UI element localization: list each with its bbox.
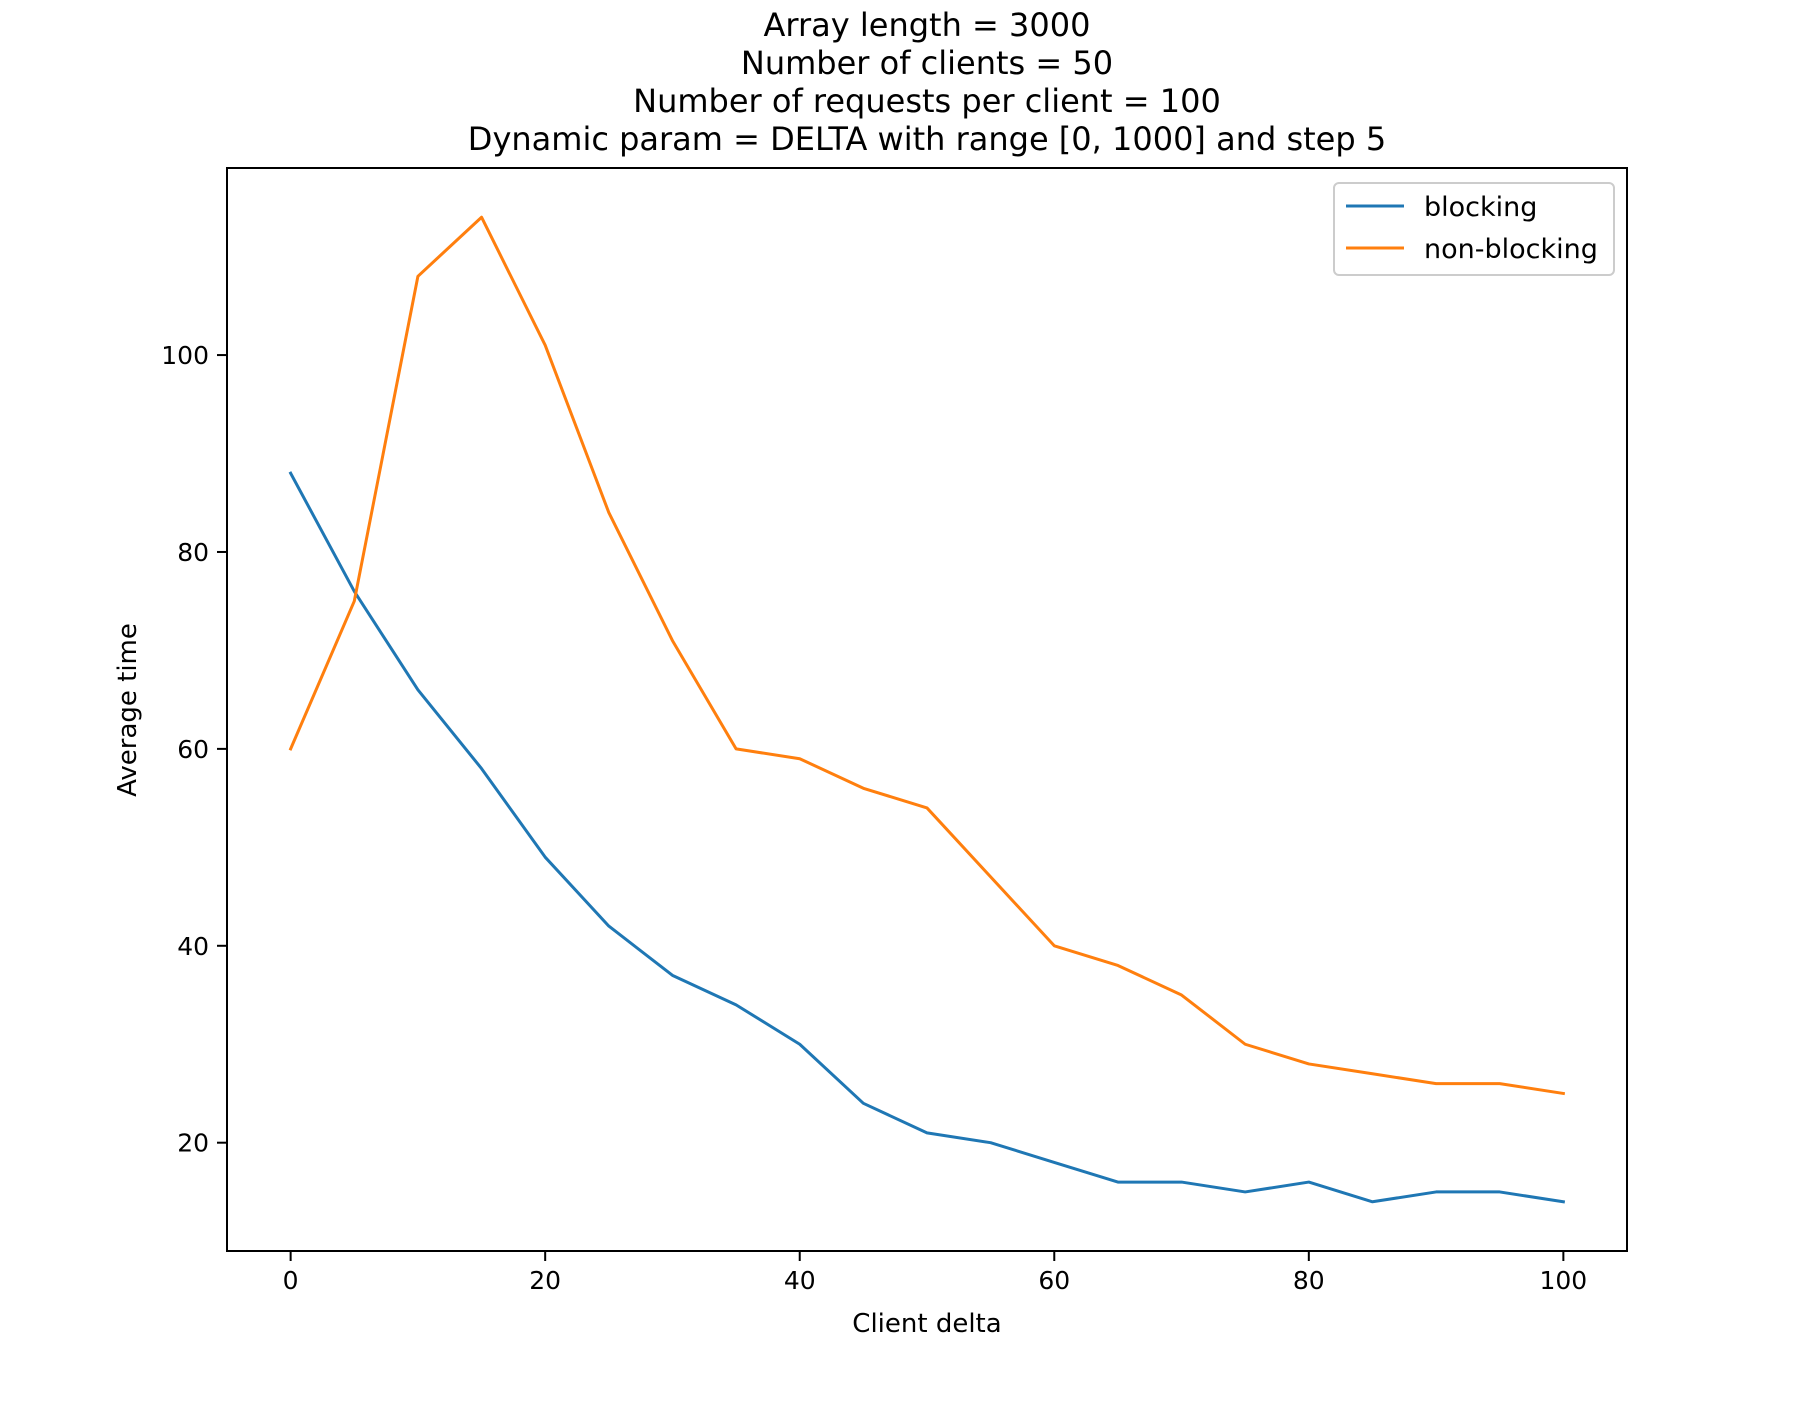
legend-label-non-blocking: non-blocking: [1424, 234, 1598, 265]
x-tick-label: 80: [1293, 1266, 1325, 1295]
series-line-blocking: [288, 471, 1566, 1204]
legend: blocking non-blocking: [1333, 182, 1615, 276]
x-axis: 0 20 40 60 80 100: [283, 1251, 1588, 1295]
title-line: Number of clients = 50: [741, 44, 1113, 82]
y-tick-label: 20: [177, 1129, 209, 1158]
x-axis-label: Client delta: [852, 1309, 1001, 1339]
y-tick-label: 60: [177, 735, 209, 764]
legend-label-blocking: blocking: [1424, 192, 1537, 223]
y-axis: 20 40 60 80 100: [161, 341, 227, 1158]
y-tick-label: 80: [177, 538, 209, 567]
x-tick-label: 0: [283, 1266, 299, 1295]
plot-frame: [226, 167, 1628, 1252]
series-line-non-blocking: [288, 215, 1566, 1096]
y-axis-label: Average time: [113, 623, 143, 797]
x-tick-label: 20: [529, 1266, 561, 1295]
title-line: Number of requests per client = 100: [633, 82, 1221, 120]
y-tick-label: 100: [161, 341, 209, 370]
title-line: Dynamic param = DELTA with range [0, 100…: [468, 120, 1386, 158]
series-lines: [288, 215, 1566, 1204]
y-tick-label: 40: [177, 932, 209, 961]
title-line: Array length = 3000: [764, 6, 1091, 44]
chart-title: Array length = 3000 Number of clients = …: [468, 6, 1386, 158]
x-tick-label: 40: [784, 1266, 816, 1295]
x-tick-label: 60: [1038, 1266, 1070, 1295]
x-tick-label: 100: [1540, 1266, 1588, 1295]
